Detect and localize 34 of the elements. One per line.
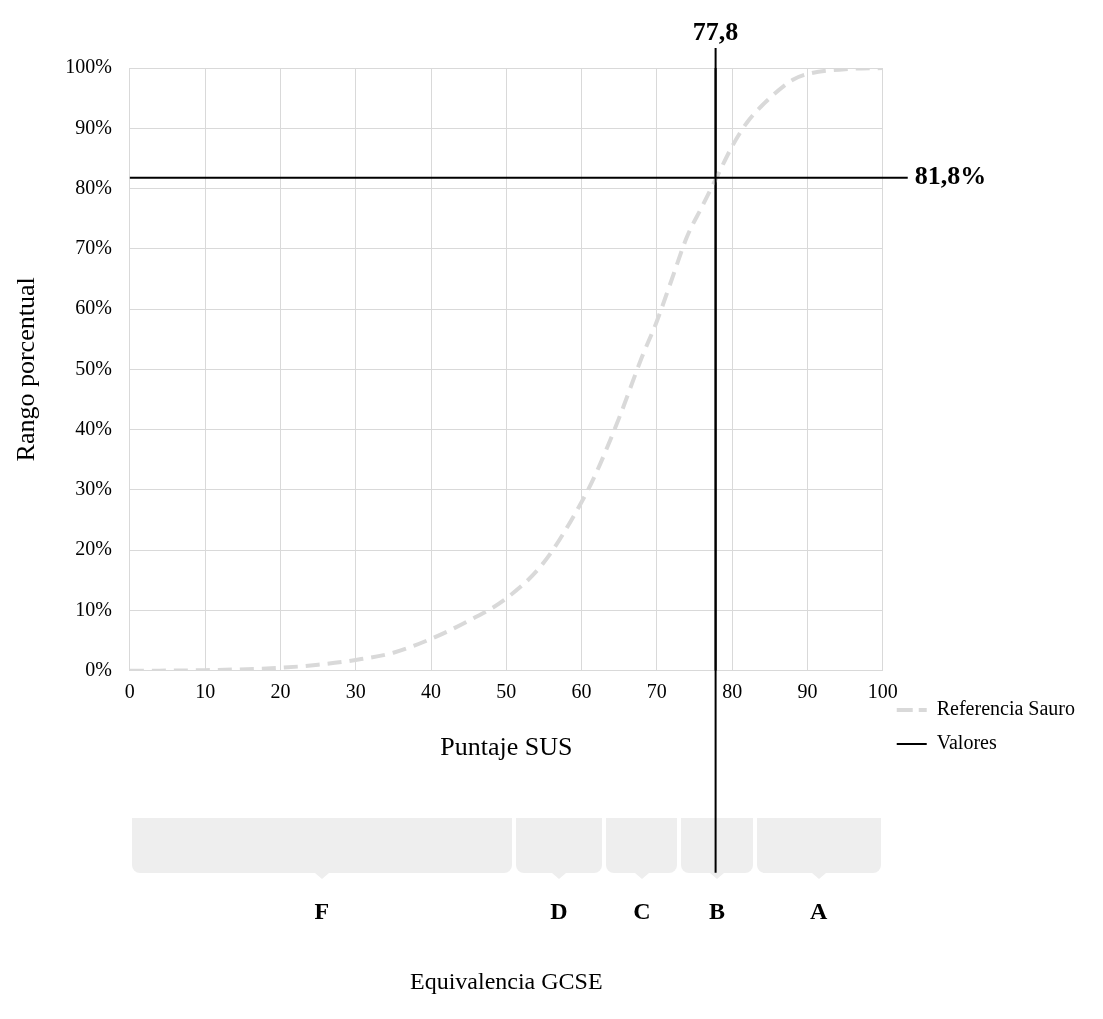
y-tick-label: 80%: [75, 175, 112, 198]
x-axis-title: Puntaje SUS: [440, 732, 573, 762]
y-tick-label: 10%: [75, 597, 112, 620]
y-tick-label: 50%: [75, 356, 112, 379]
x-tick-label: 70: [646, 680, 667, 703]
x-tick-label: 10: [195, 680, 216, 703]
y-tick-label: 40%: [75, 416, 112, 439]
x-tick-label: 30: [345, 680, 366, 703]
y-tick-label: 90%: [75, 115, 112, 138]
y-tick-label: 30%: [75, 477, 112, 500]
x-tick-label: 90: [797, 680, 818, 703]
text: Equivalencia GCSE: [409, 968, 603, 995]
y-tick-label: 0%: [85, 658, 112, 681]
legend-label: Referencia Sauro: [936, 697, 1075, 720]
x-tick-label: 80: [722, 680, 743, 703]
text: B: [709, 898, 726, 924]
ref-line-label: 81,8%: [914, 161, 987, 191]
y-tick-label: 70%: [75, 236, 112, 259]
x-tick-label: 50: [496, 680, 517, 703]
x-tick-label: 60: [571, 680, 592, 703]
y-axis-title: Rango porcentual: [11, 277, 41, 462]
text: C: [633, 898, 651, 924]
x-tick-label: 40: [421, 680, 442, 703]
ref-line-label: 77,8: [692, 16, 739, 46]
x-tick-label: 0: [124, 680, 135, 703]
text: A: [810, 898, 829, 924]
text: F: [314, 898, 330, 924]
y-tick-label: 60%: [75, 296, 112, 319]
x-tick-label: 20: [270, 680, 291, 703]
text: D: [550, 898, 568, 924]
x-tick-label: 100: [867, 680, 898, 703]
y-tick-label: 20%: [75, 537, 112, 560]
y-tick-label: 100%: [65, 55, 112, 78]
legend-label: Valores: [936, 731, 997, 754]
